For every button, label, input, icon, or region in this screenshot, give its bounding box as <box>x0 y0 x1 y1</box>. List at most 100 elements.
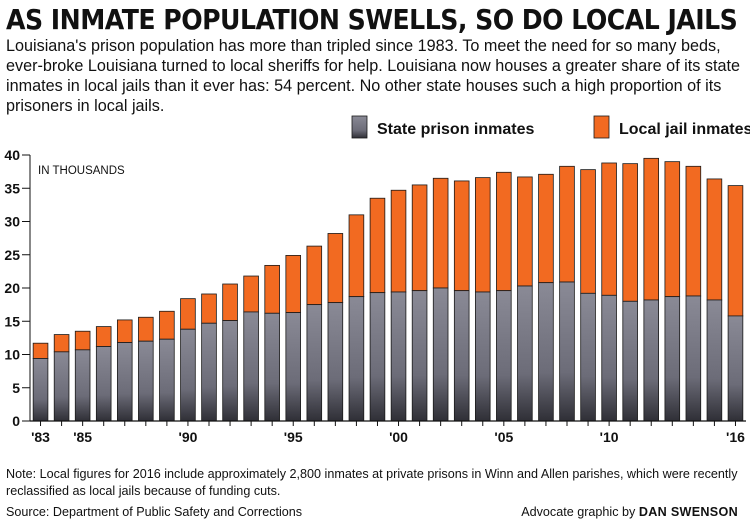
x-tick-label: '85 <box>73 429 92 445</box>
bar-local-jail <box>180 298 196 330</box>
bar-local-jail <box>159 310 175 340</box>
bar-state-prison <box>53 351 70 422</box>
x-tick-label: '05 <box>494 429 513 445</box>
bar-state-prison <box>74 349 91 422</box>
bar-local-jail <box>453 180 470 292</box>
bar-state-prison <box>243 311 259 422</box>
bar-local-jail <box>622 163 638 302</box>
bar-state-prison <box>474 291 491 422</box>
bar-local-jail <box>243 275 259 313</box>
y-tick-label: 35 <box>4 180 20 196</box>
y-axis: 0 5 10 15 20 25 30 35 40 <box>4 147 31 429</box>
source-line: Source: Department of Public Safety and … <box>6 505 303 519</box>
bar-state-prison <box>264 312 280 422</box>
x-tick-label: '83 <box>31 429 50 445</box>
bar-state-prison <box>222 320 238 422</box>
y-tick-label: 0 <box>12 413 20 429</box>
bar-state-prison <box>432 287 449 422</box>
legend: State prison inmates Local jail inmates <box>351 115 750 139</box>
bar-local-jail <box>285 255 302 314</box>
bar-state-prison <box>95 346 112 422</box>
bar-local-jail <box>664 161 681 298</box>
x-tick-label: '00 <box>389 429 408 445</box>
bar-local-jail <box>706 178 723 301</box>
bar-local-jail <box>327 233 344 304</box>
x-tick-label: '10 <box>600 429 619 445</box>
bar-local-jail <box>348 214 365 298</box>
y-tick-label: 30 <box>4 214 20 230</box>
x-tick-label: '95 <box>284 429 303 445</box>
bar-local-jail <box>538 173 554 284</box>
y-tick-label: 25 <box>4 247 20 263</box>
bar-local-jail <box>601 162 617 296</box>
bars <box>32 157 744 422</box>
unit-label: IN THOUSANDS <box>38 165 125 177</box>
bar-local-jail <box>496 171 512 292</box>
bar-state-prison <box>685 295 702 422</box>
chart-title: AS INMATE POPULATION SWELLS, SO DO LOCAL… <box>6 3 738 36</box>
legend-label-local-jail: Local jail inmates <box>619 121 750 138</box>
bar-state-prison <box>496 290 512 422</box>
bar-local-jail <box>95 326 112 347</box>
bar-state-prison <box>348 296 365 422</box>
bar-state-prison <box>517 285 533 422</box>
bar-state-prison <box>327 302 344 422</box>
x-tick-label: '90 <box>178 429 197 445</box>
bar-state-prison <box>201 322 217 422</box>
credit-name: DAN SWENSON <box>638 505 738 519</box>
bar-local-jail <box>306 245 323 306</box>
bar-state-prison <box>32 358 49 422</box>
bar-local-jail <box>53 334 70 353</box>
bar-local-jail <box>264 264 280 314</box>
bar-state-prison <box>306 304 323 422</box>
bar-state-prison <box>116 342 133 422</box>
legend-label-state-prison: State prison inmates <box>377 121 534 138</box>
bar-state-prison <box>706 299 723 422</box>
credit-prefix: Advocate graphic by <box>521 505 636 519</box>
bar-state-prison <box>390 291 407 422</box>
x-tick-label: '16 <box>726 429 745 445</box>
bar-local-jail <box>727 185 744 317</box>
footnote: Note: Local figures for 2016 include app… <box>6 467 738 498</box>
bar-local-jail <box>32 342 49 359</box>
chart-subtitle: Louisiana's prison population has more t… <box>6 37 740 115</box>
bar-state-prison <box>664 296 681 422</box>
bar-local-jail <box>222 283 238 321</box>
bar-state-prison <box>559 281 575 422</box>
y-tick-label: 5 <box>12 380 20 396</box>
bar-local-jail <box>411 184 428 292</box>
bar-local-jail <box>369 197 386 294</box>
y-tick-label: 15 <box>4 313 20 329</box>
bar-state-prison <box>538 282 554 422</box>
bar-state-prison <box>453 290 470 422</box>
bar-state-prison <box>411 290 428 422</box>
bar-local-jail <box>559 165 575 283</box>
legend-swatch-state-prison <box>351 115 368 139</box>
bar-local-jail <box>116 319 133 343</box>
bar-local-jail <box>685 165 702 297</box>
bar-state-prison <box>643 299 660 422</box>
bar-state-prison <box>369 292 386 422</box>
bar-local-jail <box>474 177 491 293</box>
bar-local-jail <box>643 157 660 301</box>
bar-state-prison <box>138 340 154 422</box>
bar-state-prison <box>727 315 744 422</box>
bar-state-prison <box>622 300 638 422</box>
bar-local-jail <box>201 293 217 324</box>
bar-local-jail <box>580 169 596 294</box>
bar-state-prison <box>159 338 175 422</box>
bar-local-jail <box>517 176 533 287</box>
bar-local-jail <box>390 189 407 293</box>
y-tick-label: 40 <box>4 147 20 163</box>
x-axis: '83 '85 '90 '95 '00 '05 '10 '16 <box>30 420 746 445</box>
bar-local-jail <box>432 177 449 289</box>
bar-state-prison <box>285 312 302 422</box>
bar-local-jail <box>138 316 154 342</box>
y-tick-label: 10 <box>4 347 20 363</box>
y-tick-label: 20 <box>4 280 20 296</box>
bar-local-jail <box>74 330 91 351</box>
bar-state-prison <box>601 294 617 422</box>
legend-swatch-local-jail <box>593 115 610 139</box>
credit-line: Advocate graphic by DAN SWENSON <box>521 505 738 519</box>
